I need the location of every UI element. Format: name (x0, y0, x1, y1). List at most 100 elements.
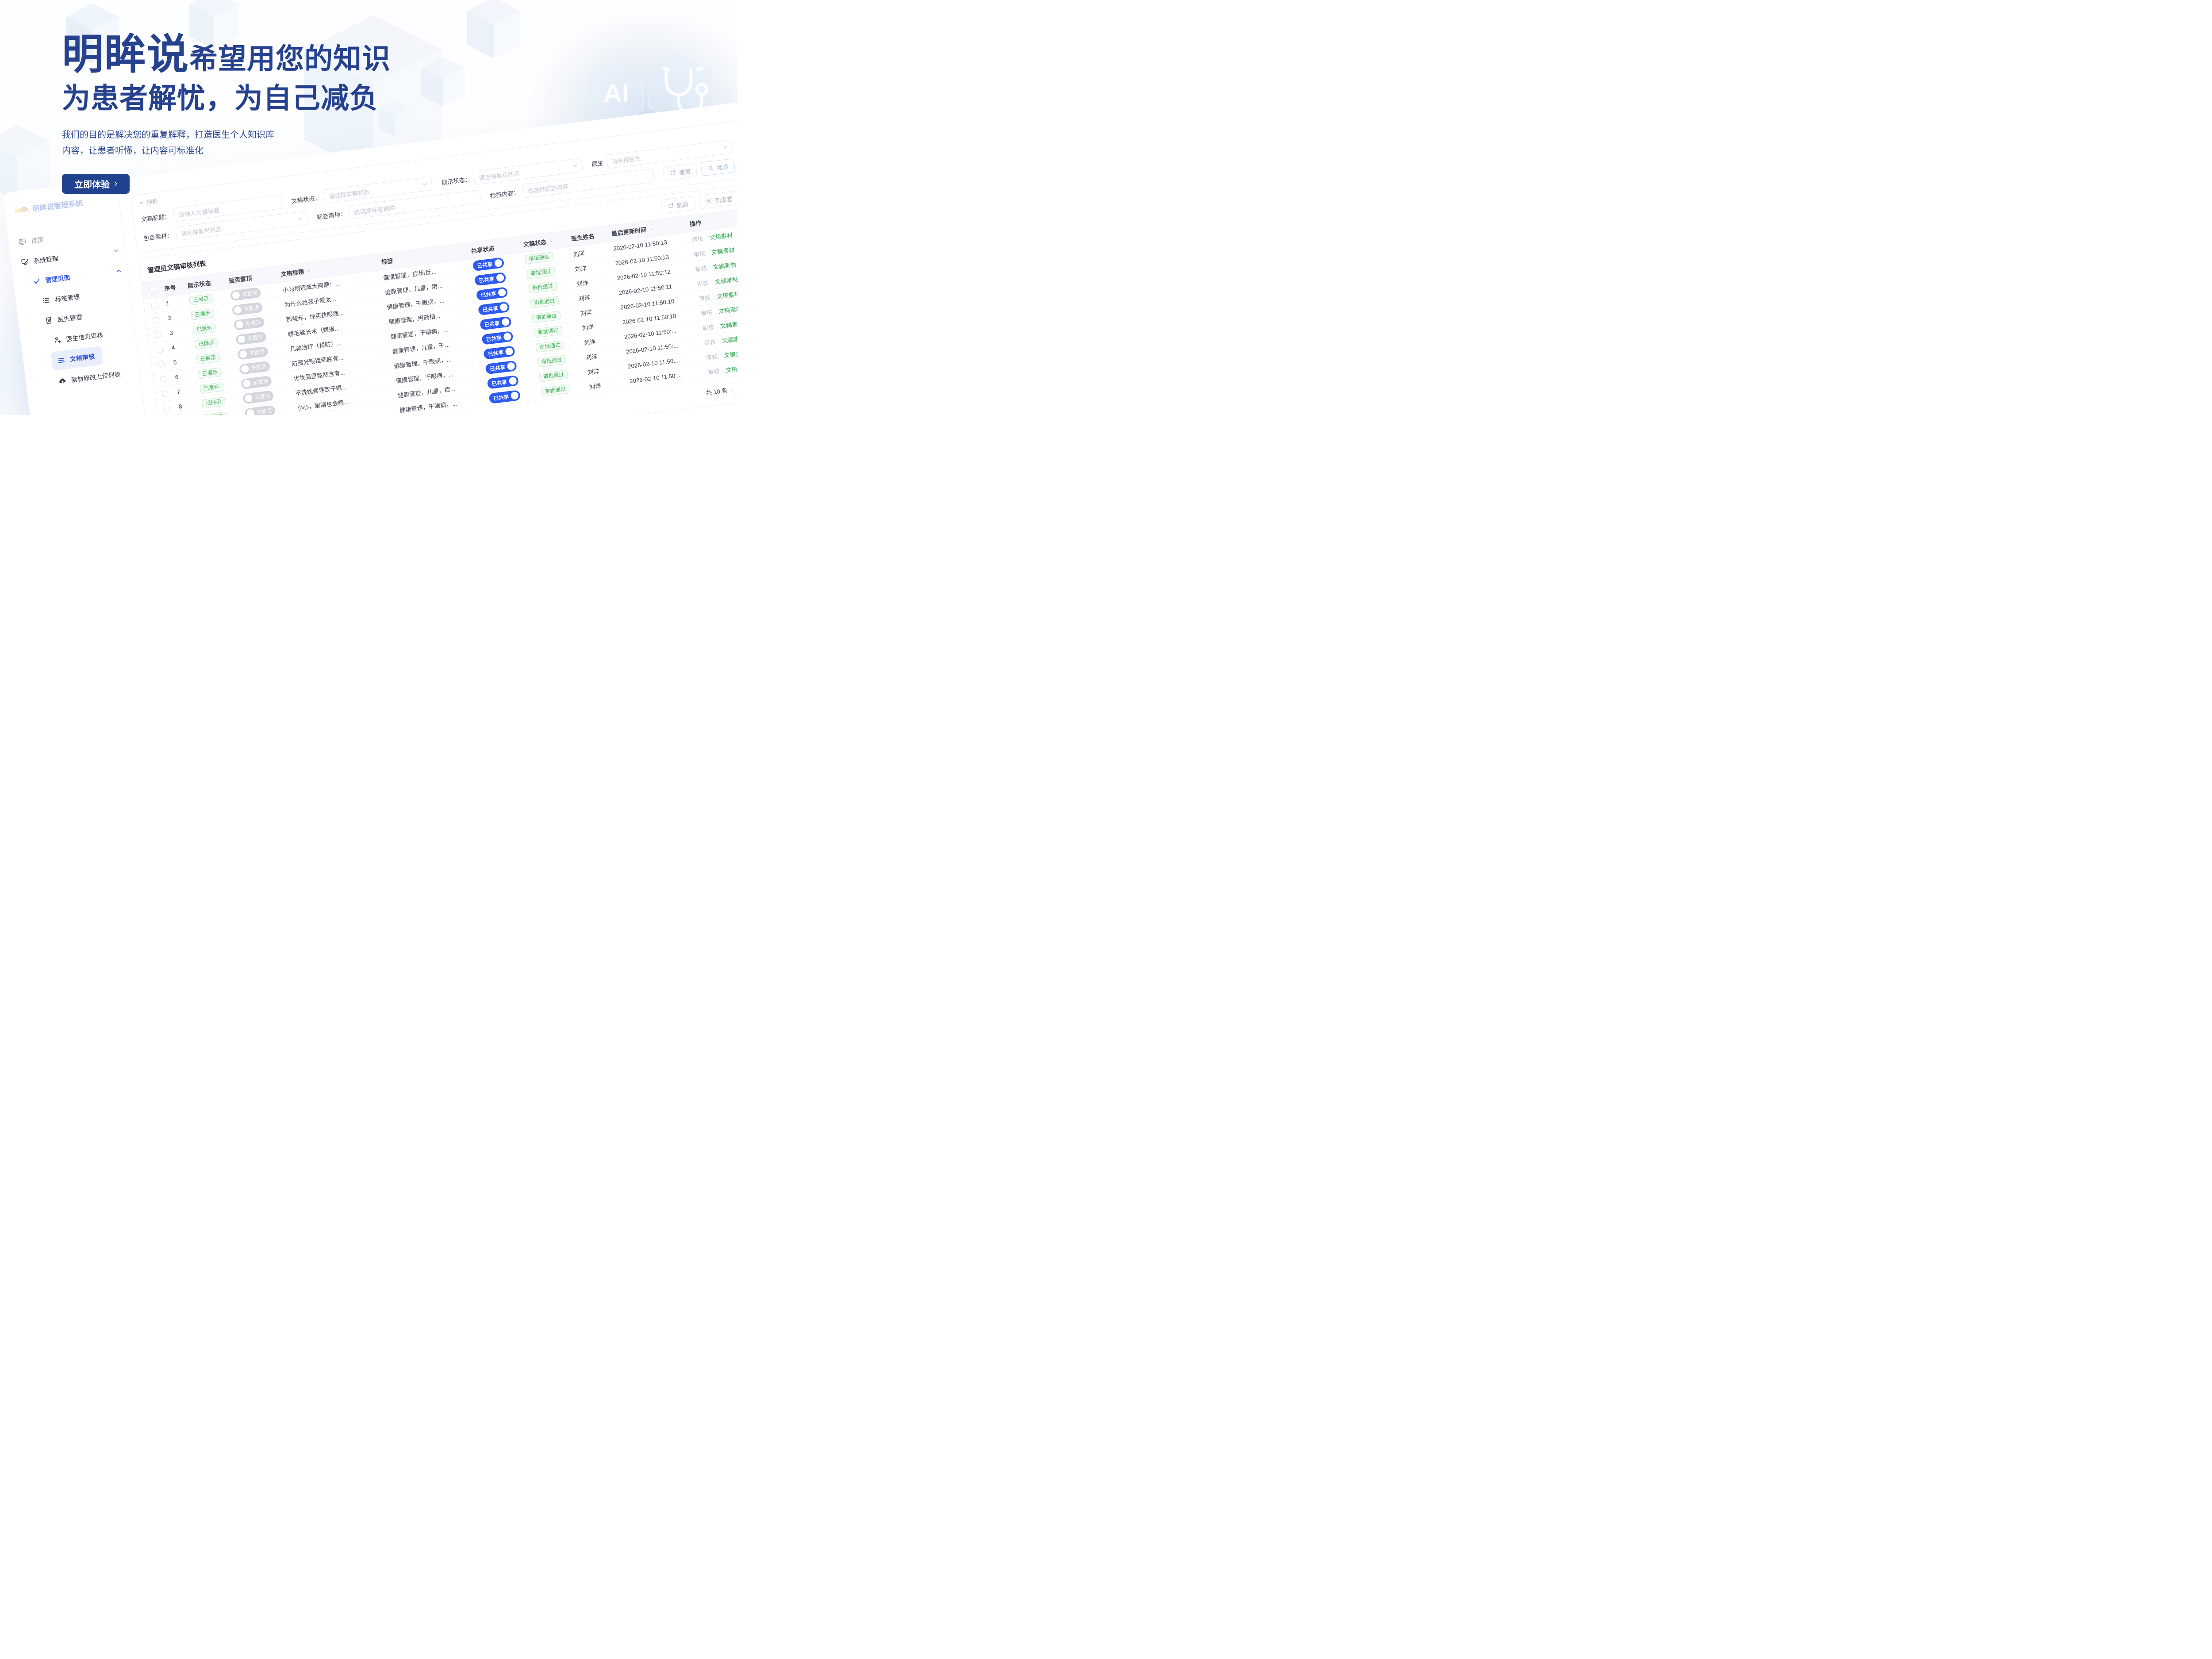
share-toggle[interactable]: 已共享 (483, 346, 515, 360)
cell-doctor-name: 刘洋 (580, 309, 593, 317)
share-toggle[interactable]: 已共享 (481, 331, 514, 345)
review-link[interactable]: 审核 (695, 265, 707, 273)
row-checkbox[interactable] (156, 346, 163, 353)
share-toggle[interactable]: 已共享 (474, 272, 507, 286)
material-link[interactable]: 文稿素材 (722, 334, 737, 345)
sidebar-menu: 首页 系统管理 管理页面 标签管理 医生管理 (17, 220, 135, 394)
top-toggle[interactable]: 未置顶 (239, 361, 271, 375)
toggle-knob (494, 259, 503, 268)
display-status-tag: 已展示 (192, 323, 217, 335)
doctor-label: 医生 (591, 159, 604, 168)
chevron-up-icon (116, 269, 121, 273)
review-link[interactable]: 审核 (702, 323, 715, 332)
display-status-tag: 已展示 (200, 382, 224, 394)
material-link[interactable]: 文稿素材 (723, 349, 737, 359)
row-checkbox[interactable] (153, 317, 159, 323)
toggle-label: 已共享 (486, 334, 502, 343)
brand-logo-icon (15, 207, 29, 213)
column-settings-label: 列设置 (714, 196, 733, 204)
gear-icon (706, 198, 712, 204)
review-link[interactable]: 审核 (696, 279, 709, 288)
share-toggle[interactable]: 已共享 (485, 360, 517, 375)
review-link[interactable]: 审核 (698, 294, 711, 303)
col-share-status: 共享状态 (471, 245, 495, 255)
toggle-knob (505, 347, 514, 356)
toggle-label: 未置顶 (249, 349, 265, 357)
top-toggle[interactable]: 未置顶 (233, 316, 265, 330)
share-toggle[interactable]: 已共享 (472, 257, 505, 272)
collapse-search-toggle[interactable]: 搜索 (138, 196, 158, 207)
refresh-button[interactable]: 刷新 (661, 196, 696, 214)
user-add-icon (54, 337, 61, 344)
review-link[interactable]: 审核 (707, 368, 720, 376)
cell-no: 7 (177, 388, 181, 396)
cube-decoration (467, 0, 520, 58)
try-now-button[interactable]: 立即体验 › (62, 173, 130, 194)
top-toggle[interactable]: 未置顶 (230, 287, 261, 301)
reset-refresh-icon (670, 170, 676, 176)
row-checkbox[interactable] (163, 405, 170, 412)
toggle-knob (241, 365, 250, 373)
toggle-label: 已共享 (476, 261, 493, 269)
toggle-label: 未置顶 (256, 407, 273, 415)
review-link[interactable]: 审核 (700, 309, 713, 317)
share-toggle[interactable]: 已共享 (488, 390, 521, 404)
display-status-tag: 已展示 (203, 411, 227, 415)
row-checkbox[interactable] (161, 390, 169, 397)
review-link[interactable]: 审核 (693, 250, 706, 258)
brand-name: 明眸说管理系统 (32, 199, 84, 213)
col-no: 序号 (164, 284, 177, 292)
share-toggle[interactable]: 已共享 (478, 301, 510, 316)
doc-status-tag: 审批通过 (524, 252, 554, 265)
toggle-label: 已共享 (493, 394, 510, 402)
material-link[interactable]: 文稿素材 (712, 261, 737, 271)
top-toggle[interactable]: 未置顶 (235, 331, 267, 346)
material-link[interactable]: 文稿素材 (714, 276, 737, 285)
sidebar-item-material-upload-list[interactable]: 素材修改上传列表 (35, 362, 134, 394)
hero-brand: 明眸说 (62, 31, 190, 77)
reset-label: 重置 (678, 168, 691, 176)
review-link[interactable]: 审核 (704, 338, 717, 347)
cell-no: 4 (171, 344, 175, 351)
row-checkbox[interactable] (151, 302, 157, 309)
toggle-knob (508, 376, 517, 385)
search-label: 搜索 (716, 163, 729, 172)
material-link[interactable]: 文稿素材 (709, 231, 733, 242)
toggle-label: 未置顶 (245, 319, 261, 327)
share-toggle[interactable]: 已共享 (476, 287, 508, 301)
sidebar: 明眸说管理系统 首页 系统管理 管理页面 (4, 188, 165, 415)
review-link[interactable]: 审核 (691, 235, 704, 243)
top-toggle[interactable]: 未置顶 (237, 346, 269, 360)
review-link[interactable]: 审核 (706, 353, 718, 361)
sort-icon[interactable] (548, 238, 554, 244)
row-checkbox[interactable] (158, 361, 165, 368)
share-toggle[interactable]: 已共享 (487, 375, 519, 389)
reset-button[interactable]: 重置 (662, 163, 698, 181)
column-settings-button[interactable]: 列设置 (699, 190, 737, 209)
share-toggle[interactable]: 已共享 (480, 316, 512, 330)
material-link[interactable]: 文稿素材 (725, 364, 737, 374)
select-all-checkbox[interactable] (149, 286, 156, 293)
tag-content-label: 标签内容： (489, 189, 520, 200)
top-toggle[interactable]: 未置顶 (242, 390, 274, 404)
chevron-down-icon (139, 201, 144, 204)
row-checkbox[interactable] (160, 376, 167, 383)
top-toggle[interactable]: 未置顶 (231, 301, 263, 316)
material-link[interactable]: 文稿素材 (710, 246, 735, 256)
display-status-label: 展示状态： (441, 176, 471, 186)
pagination-prev-button[interactable]: ‹ (731, 380, 737, 396)
material-link[interactable]: 文稿素材 (718, 305, 737, 315)
material-label: 包含素材： (143, 231, 173, 242)
top-toggle[interactable]: 未置顶 (244, 404, 276, 415)
toggle-knob (244, 394, 253, 403)
sort-icon[interactable] (306, 268, 311, 273)
toggle-label: 未置顶 (252, 378, 269, 386)
sort-icon[interactable] (648, 226, 654, 231)
row-checkbox[interactable] (154, 331, 161, 338)
top-toggle[interactable]: 未置顶 (241, 375, 273, 389)
toggle-knob (510, 391, 519, 400)
material-link[interactable]: 文稿素材 (720, 320, 737, 330)
col-display-status: 展示状态 (187, 280, 211, 290)
material-link[interactable]: 文稿素材 (716, 291, 737, 300)
search-button[interactable]: 搜索 (700, 158, 736, 177)
